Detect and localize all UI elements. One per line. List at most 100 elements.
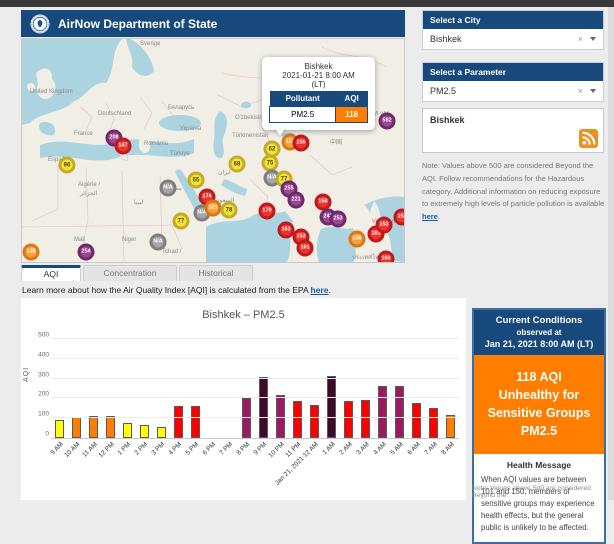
chart-x-tick-label: 2 PM bbox=[133, 440, 150, 457]
aqi-map[interactable]: Sverige United Kingdom Беларусь Deutschland… bbox=[21, 38, 405, 263]
map-marker[interactable]: 147 bbox=[114, 137, 132, 155]
chart-bar bbox=[378, 385, 387, 438]
map-marker[interactable]: 77 bbox=[172, 212, 190, 230]
popup-datetime: 2021-01-21 8:00 AM bbox=[282, 71, 355, 80]
parameter-clear-icon[interactable]: × bbox=[577, 86, 583, 96]
city-caret-icon[interactable] bbox=[590, 37, 596, 41]
map-marker[interactable]: 155 bbox=[292, 134, 310, 152]
tab-concentration[interactable]: Concentration bbox=[83, 265, 177, 281]
map-marker[interactable]: N/A bbox=[149, 233, 167, 251]
aqi-chart: Bishkek – PM2.5 AQI 9 AM 10 AM 11 AM 12 PM 1… bbox=[21, 298, 466, 500]
chart-x-tick-label: 11 AM bbox=[80, 440, 99, 459]
chart-x-tick-label: 10 PM bbox=[267, 440, 286, 460]
city-select[interactable]: Bishkek × bbox=[423, 29, 603, 49]
learn-more-prefix: Learn more about how the Air Quality Ind… bbox=[22, 285, 311, 295]
chart-bar bbox=[327, 376, 336, 438]
chart-x-tick-label: 9 AM bbox=[49, 440, 65, 457]
window-top-strip bbox=[0, 0, 614, 7]
chart-x-tick-label: 2 AM bbox=[338, 440, 354, 457]
parameter-select-value: PM2.5 bbox=[430, 86, 457, 96]
chart-bar bbox=[55, 420, 64, 438]
scrollbar-track[interactable] bbox=[608, 7, 614, 500]
sidebar-note: Note: Values above 500 are considered Be… bbox=[422, 160, 606, 224]
chart-gridline bbox=[51, 397, 459, 399]
map-marker[interactable]: 221 bbox=[287, 191, 305, 209]
tab-aqi[interactable]: AQI bbox=[21, 265, 81, 281]
chart-slot: 10 AM bbox=[63, 340, 85, 459]
chart-gridline bbox=[51, 417, 459, 419]
map-marker[interactable]: 160 bbox=[377, 250, 395, 262]
city-panel-header: Select a City bbox=[423, 11, 603, 29]
conditions-aqi-value: 118 AQI bbox=[516, 370, 562, 384]
chart-bar bbox=[174, 406, 183, 438]
tab-historical[interactable]: Historical bbox=[179, 265, 253, 281]
map-marker[interactable]: 152 bbox=[393, 208, 404, 226]
chart-bar bbox=[276, 395, 285, 438]
map-marker[interactable]: 55 bbox=[187, 171, 205, 189]
chart-slot: 4 PM bbox=[168, 340, 187, 457]
chart-slot: 11 AM bbox=[81, 340, 102, 459]
map-marker[interactable]: 582 bbox=[378, 112, 396, 130]
chart-title: Bishkek – PM2.5 bbox=[202, 309, 285, 321]
chart-x-tick-label: 1 AM bbox=[321, 440, 337, 457]
popup-col-pollutant: Pollutant bbox=[269, 91, 336, 107]
sidebar-note-link[interactable]: here bbox=[422, 212, 438, 221]
chart-x-tick-label: 6 PM bbox=[201, 440, 218, 457]
chart-plot: 9 AM 10 AM 11 AM 12 PM 1 PM 2 PM 3 PM 4 PM 5 PM 6… bbox=[38, 332, 459, 487]
rss-box: Bishkek bbox=[422, 108, 604, 153]
page-title: AirNow Department of State bbox=[58, 16, 218, 31]
map-marker[interactable]: 68 bbox=[228, 155, 246, 173]
chart-x-tick-label: 10 AM bbox=[63, 440, 82, 459]
chart-slot: 7 AM bbox=[423, 340, 442, 456]
chart-bar bbox=[259, 377, 268, 438]
chart-bar bbox=[140, 425, 149, 438]
chart-bar bbox=[72, 417, 81, 438]
conditions-category: Unhealthy for Sensitive Groups bbox=[487, 388, 591, 421]
health-message-body: When AQI values are between 101 and 150,… bbox=[481, 474, 595, 532]
map-marker[interactable]: 136 bbox=[348, 230, 366, 248]
chart-slot: 1 AM bbox=[321, 340, 340, 456]
map-marker[interactable]: 161 bbox=[296, 239, 314, 257]
parameter-caret-icon[interactable] bbox=[590, 89, 596, 93]
chart-x-tick-label: 5 PM bbox=[184, 440, 201, 457]
map-marker[interactable]: 253 bbox=[329, 210, 347, 228]
chart-slot: 2 AM bbox=[338, 340, 357, 456]
parameter-select[interactable]: PM2.5 × bbox=[423, 81, 603, 101]
chart-bar bbox=[310, 405, 319, 438]
chart-bar bbox=[395, 385, 404, 438]
chart-bar bbox=[429, 407, 438, 438]
popup-table: Pollutant AQI PM2.5 118 bbox=[268, 91, 368, 123]
parameter-panel: Select a Parameter PM2.5 × bbox=[422, 62, 604, 102]
map-marker[interactable]: 170 bbox=[258, 202, 276, 220]
map-marker[interactable]: 78 bbox=[220, 201, 238, 219]
chart-x-tick-label: 8 AM bbox=[440, 440, 456, 457]
chart-gridline bbox=[51, 377, 459, 379]
chart-slot: 8 PM bbox=[236, 340, 255, 457]
parameter-panel-header: Select a Parameter bbox=[423, 63, 603, 81]
rss-feed-icon[interactable] bbox=[579, 129, 598, 148]
conditions-parameter: PM2.5 bbox=[520, 424, 558, 439]
popup-timezone: (LT) bbox=[311, 80, 326, 89]
city-select-value: Bishkek bbox=[430, 34, 462, 44]
chart-bar bbox=[191, 406, 200, 438]
city-panel: Select a City Bishkek × bbox=[422, 10, 604, 50]
conditions-header: Current Conditions observed at Jan 21, 2… bbox=[474, 310, 604, 355]
map-marker[interactable]: 254 bbox=[77, 243, 95, 261]
chart-slot: 12 PM bbox=[97, 340, 119, 459]
map-popup: Bishkek 2021-01-21 8:00 AM (LT) Pollutan… bbox=[262, 57, 375, 130]
chart-bars: 9 AM 10 AM 11 AM 12 PM 1 PM 2 PM 3 PM 4 PM 5 PM 6… bbox=[49, 340, 459, 487]
chart-slot: 10 PM bbox=[267, 340, 289, 459]
learn-more-text: Learn more about how the Air Quality Ind… bbox=[22, 285, 331, 295]
map-marker[interactable]: N/A bbox=[159, 179, 177, 197]
map-marker[interactable]: 138 bbox=[22, 243, 40, 261]
chart-bar bbox=[157, 426, 166, 438]
chart-bar bbox=[123, 422, 132, 438]
learn-more-link[interactable]: here bbox=[310, 285, 329, 295]
map-marker[interactable]: 163 bbox=[277, 221, 295, 239]
map-marker[interactable]: 121 bbox=[204, 199, 222, 217]
map-marker[interactable]: 96 bbox=[58, 156, 76, 174]
chart-x-tick-label: 4 AM bbox=[372, 440, 388, 457]
city-clear-icon[interactable]: × bbox=[577, 34, 583, 44]
popup-aqi-value: 118 bbox=[335, 106, 368, 123]
map-marker[interactable]: 153 bbox=[375, 216, 393, 234]
